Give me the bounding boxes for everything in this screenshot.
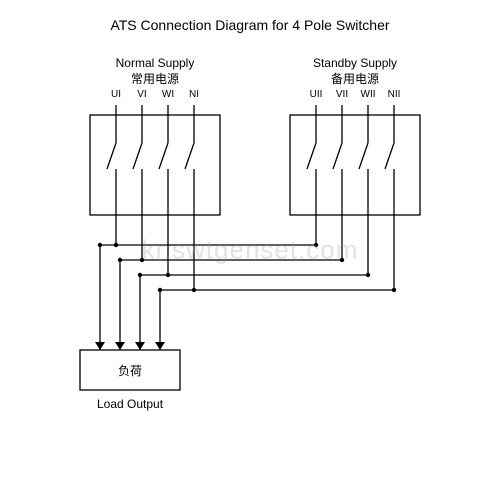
svg-text:NII: NII [388,89,401,100]
svg-text:Load Output: Load Output [97,397,164,411]
svg-text:负荷: 负荷 [118,364,142,378]
svg-text:Standby Supply: Standby Supply [313,56,397,70]
svg-text:WII: WII [361,89,376,100]
svg-text:VII: VII [336,89,348,100]
svg-text:UII: UII [310,89,323,100]
svg-text:常用电源: 常用电源 [131,72,179,86]
svg-text:ATS Connection Diagram for 4 P: ATS Connection Diagram for 4 Pole Switch… [110,17,389,33]
svg-text:备用电源: 备用电源 [331,72,379,86]
svg-text:NI: NI [189,89,199,100]
svg-text:UI: UI [111,89,121,100]
svg-text:VI: VI [137,89,146,100]
ats-diagram: ATS Connection Diagram for 4 Pole Switch… [0,0,500,500]
svg-text:Normal Supply: Normal Supply [116,56,195,70]
svg-text:WI: WI [162,89,174,100]
